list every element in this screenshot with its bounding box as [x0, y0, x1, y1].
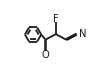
Text: N: N [79, 29, 87, 39]
Text: O: O [42, 50, 49, 60]
Text: F: F [53, 14, 59, 24]
